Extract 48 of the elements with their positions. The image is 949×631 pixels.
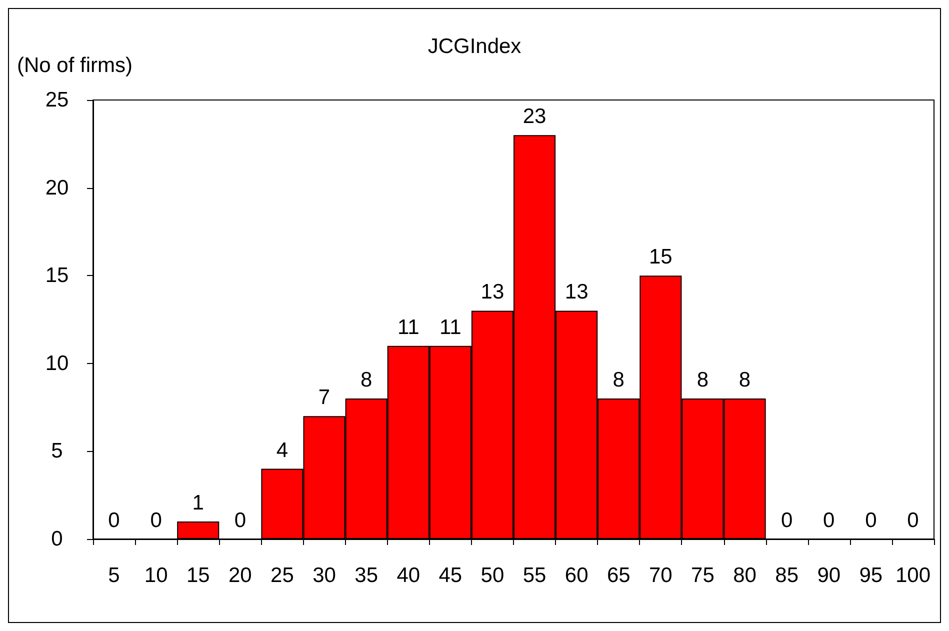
data-label: 15 bbox=[648, 246, 672, 269]
x-tick-label: 65 bbox=[606, 564, 630, 587]
x-tick-label: 60 bbox=[564, 564, 588, 587]
x-tick-label: 75 bbox=[691, 564, 714, 587]
data-label: 8 bbox=[360, 368, 372, 392]
data-label: 0 bbox=[907, 509, 919, 532]
data-label: 1 bbox=[192, 491, 204, 514]
y-tick-label: 0 bbox=[51, 528, 63, 550]
x-tick-label: 95 bbox=[859, 564, 883, 587]
x-tick-label: 5 bbox=[108, 564, 120, 587]
x-tick-label: 40 bbox=[396, 564, 420, 587]
y-tick-label: 25 bbox=[45, 88, 69, 112]
data-label: 8 bbox=[696, 368, 709, 392]
data-label: 7 bbox=[318, 386, 330, 410]
x-tick-label: 90 bbox=[817, 564, 841, 587]
chart-title: JCGIndex bbox=[428, 35, 522, 58]
y-tick-label: 5 bbox=[51, 440, 63, 463]
y-tick-label: 15 bbox=[45, 264, 69, 288]
x-tick-label: 15 bbox=[186, 564, 210, 587]
x-tick-label: 35 bbox=[354, 564, 378, 587]
x-tick-label: 30 bbox=[312, 564, 336, 587]
data-label: 4 bbox=[276, 438, 288, 462]
y-tick-label: 20 bbox=[45, 176, 69, 200]
x-tick-label: 100 bbox=[895, 564, 930, 587]
data-label: 13 bbox=[480, 280, 504, 304]
x-tick-label: 55 bbox=[522, 564, 546, 587]
data-label: 11 bbox=[440, 316, 462, 339]
x-tick-label: 20 bbox=[228, 564, 252, 587]
data-label: 11 bbox=[397, 316, 420, 339]
x-tick-label: 50 bbox=[480, 564, 504, 587]
y-tick-label: 10 bbox=[45, 352, 69, 375]
x-tick-label: 80 bbox=[733, 564, 756, 587]
data-label: 0 bbox=[150, 509, 162, 532]
data-label: 0 bbox=[780, 509, 793, 532]
data-label: 0 bbox=[823, 509, 835, 532]
x-tick-label: 70 bbox=[648, 564, 672, 587]
data-label: 13 bbox=[564, 280, 588, 304]
data-label: 0 bbox=[108, 509, 120, 532]
data-label: 8 bbox=[612, 368, 624, 392]
x-tick-label: 85 bbox=[775, 564, 799, 587]
data-label: 23 bbox=[522, 105, 546, 128]
data-label: 0 bbox=[865, 509, 877, 532]
data-label: 8 bbox=[738, 368, 751, 392]
x-tick-label: 45 bbox=[438, 564, 462, 587]
x-tick-label: 10 bbox=[144, 564, 168, 587]
y-axis-title: (No of firms) bbox=[17, 54, 132, 77]
x-tick-label: 25 bbox=[270, 564, 294, 587]
data-label: 0 bbox=[234, 509, 246, 532]
